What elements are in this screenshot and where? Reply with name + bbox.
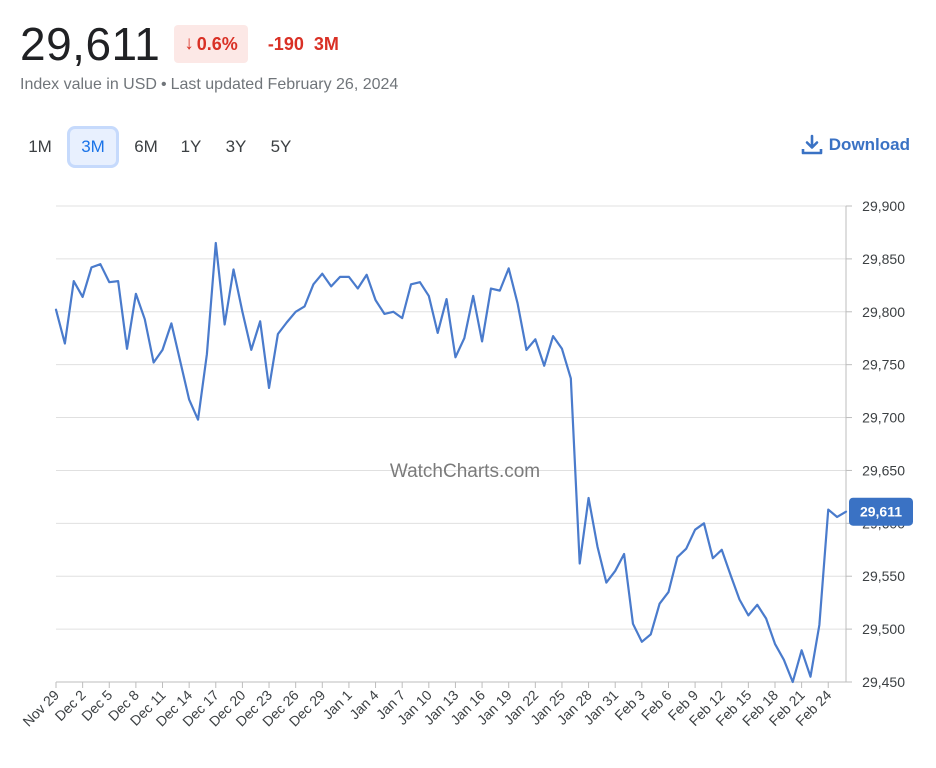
change-percent: 0.6% <box>196 33 238 54</box>
y-tick-label: 29,800 <box>862 304 905 320</box>
x-tick-label: Jan 1 <box>320 687 356 723</box>
y-tick-label: 29,750 <box>862 357 905 373</box>
download-label: Download <box>828 135 910 154</box>
header: 29,611 ↓ 0.6% -190 3M <box>20 14 339 74</box>
last-value-label: 29,611 <box>860 504 902 520</box>
range-button-5y[interactable]: 5Y <box>270 137 292 156</box>
time-range-selector: 1M 3M 6M 1Y 3Y 5Y <box>22 126 308 168</box>
download-button[interactable]: Download <box>801 134 910 156</box>
y-tick-label: 29,850 <box>862 251 905 267</box>
series-line <box>54 241 848 684</box>
change-period: 3M <box>313 33 339 54</box>
last-updated: Last updated February 26, 2024 <box>170 76 399 93</box>
series <box>54 241 848 684</box>
range-button-1y[interactable]: 1Y <box>180 137 202 156</box>
y-axis: 29,900 29,850 29,800 29,750 29,700 29,650 29,6… <box>845 198 905 690</box>
x-tick-label: Jan 4 <box>346 687 382 723</box>
range-button-3m[interactable]: 3M <box>67 126 119 168</box>
subtitle: Index value in USD • Last updated February… <box>20 76 398 94</box>
y-tick-label: 29,450 <box>862 674 905 690</box>
subtitle-separator: • <box>160 76 167 93</box>
download-icon <box>801 134 823 155</box>
y-tick-label: 29,500 <box>862 621 905 637</box>
y-tick-label: 29,550 <box>862 568 905 584</box>
gridlines <box>56 205 846 683</box>
last-value-marker: 29,611 <box>849 497 913 526</box>
change-percent-badge: ↓ 0.6% <box>174 25 248 63</box>
last-value-badge <box>849 497 913 526</box>
change-absolute: -190 <box>267 33 304 54</box>
watermark: WatchCharts.com <box>390 461 540 482</box>
index-value: 29,611 <box>20 18 161 70</box>
y-tick-label: 29,650 <box>862 462 905 478</box>
range-button-6m[interactable]: 6M <box>134 137 158 156</box>
y-tick-label: 29,700 <box>862 410 905 426</box>
range-button-1m[interactable]: 1M <box>28 137 52 156</box>
y-tick-label: 29,900 <box>862 198 905 214</box>
arrow-down-icon: ↓ <box>184 33 194 54</box>
range-button-3y[interactable]: 3Y <box>225 137 247 156</box>
subtitle-value-desc: Index value in USD <box>20 76 157 93</box>
